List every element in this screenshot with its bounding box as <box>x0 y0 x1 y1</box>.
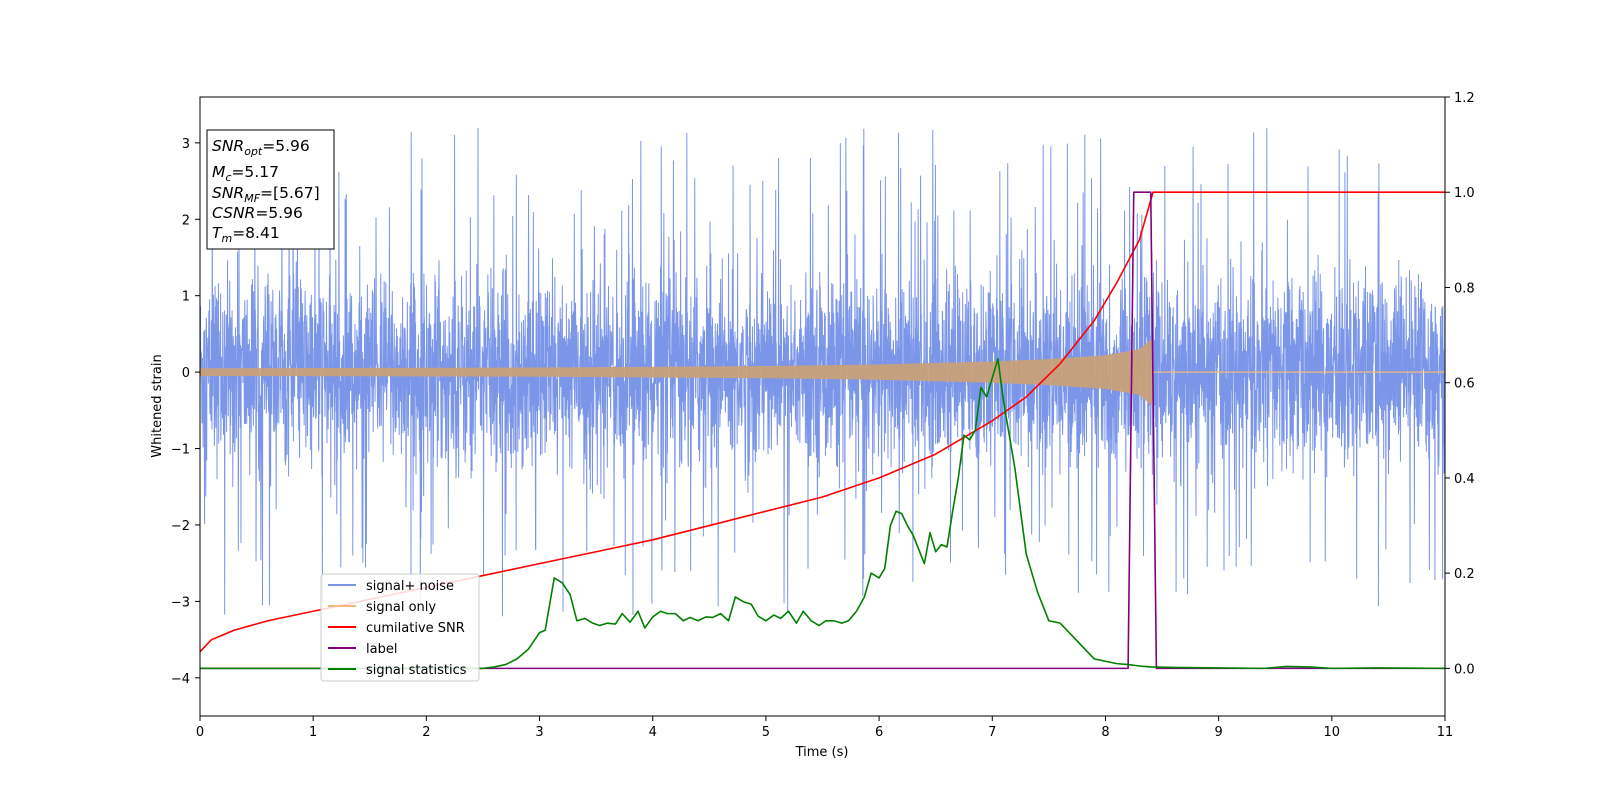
legend-label: label <box>366 642 397 657</box>
info-label-main: SNR <box>212 137 244 155</box>
x-tick-label: 4 <box>649 725 657 740</box>
info-label-sub: opt <box>244 145 263 158</box>
plot-area <box>200 128 1445 670</box>
y-left-tick-label: −2 <box>171 519 190 534</box>
series-signal-statistics-line <box>200 358 1445 670</box>
info-label-sub: m <box>221 232 232 245</box>
legend-frame <box>320 573 480 682</box>
y-left-tick-label: 3 <box>182 137 190 152</box>
x-tick-label: 3 <box>535 725 543 740</box>
series-signal-only-band <box>200 337 1153 407</box>
y-left-tick-label: 1 <box>182 290 190 305</box>
x-axis: 0 1 2 3 4 5 6 7 8 9 10 11 <box>196 716 1453 740</box>
y-left-tick-label: 2 <box>182 213 190 228</box>
info-label-sub: c <box>225 171 231 184</box>
y-right-tick-label: 0.0 <box>1454 662 1475 677</box>
info-value: =5.17 <box>231 163 279 181</box>
info-value: =5.96 <box>255 204 303 222</box>
y-left-tick-label: −1 <box>171 443 190 458</box>
info-label-main: M <box>212 163 225 181</box>
info-box-frame <box>206 129 335 250</box>
legend-label: signal statistics <box>366 663 467 678</box>
x-tick-label: 10 <box>1324 725 1341 740</box>
x-axis-label: Time (s) <box>795 745 849 760</box>
x-tick-label: 5 <box>762 725 770 740</box>
legend-label: signal only <box>366 600 436 615</box>
y-right-tick-label: 1.2 <box>1454 91 1475 106</box>
info-label-sub: MF <box>244 192 260 205</box>
info-value: =8.41 <box>232 224 280 242</box>
x-tick-label: 9 <box>1214 725 1222 740</box>
y-left-tick-label: 0 <box>182 366 190 381</box>
y-right-tick-label: 0.6 <box>1454 377 1475 392</box>
info-label-main: T <box>212 224 223 242</box>
y-right-tick-label: 1.0 <box>1454 186 1475 201</box>
y-axis-right: 0.0 0.2 0.4 0.6 0.8 1.0 1.2 <box>1445 91 1475 677</box>
y-left-tick-label: −3 <box>171 595 190 610</box>
legend-label: cumilative SNR <box>366 621 465 636</box>
series-cumilative-snr-line <box>200 191 1445 653</box>
info-line: Tm=8.41 <box>212 224 280 245</box>
y-right-tick-label: 0.2 <box>1454 567 1475 582</box>
info-label-main: CSNR <box>212 204 255 222</box>
info-line: SNRMF=[5.67] <box>212 184 320 205</box>
y-right-tick-label: 0.8 <box>1454 281 1475 296</box>
legend-label: signal+ noise <box>366 579 454 594</box>
y-left-tick-label: −4 <box>171 672 190 687</box>
x-tick-label: 6 <box>875 725 883 740</box>
y-axis-left: −4 −3 −2 −1 0 1 2 3 <box>171 137 200 687</box>
x-tick-label: 8 <box>1101 725 1109 740</box>
y-right-tick-label: 0.4 <box>1454 472 1475 487</box>
info-line: Mc=5.17 <box>212 163 279 184</box>
x-tick-label: 0 <box>196 725 204 740</box>
x-tick-label: 1 <box>309 725 317 740</box>
info-line: SNRopt=5.96 <box>212 137 310 158</box>
info-value: =5.96 <box>262 137 310 155</box>
x-tick-label: 2 <box>422 725 430 740</box>
info-label-main: SNR <box>212 184 244 202</box>
y-axis-label: Whitened strain <box>150 354 165 457</box>
x-tick-label: 11 <box>1437 725 1454 740</box>
x-tick-label: 7 <box>988 725 996 740</box>
info-value: =[5.67] <box>260 184 320 202</box>
info-box: SNRopt=5.96Mc=5.17SNRMF=[5.67]CSNR=5.96T… <box>206 129 335 250</box>
series-signal-noise-line <box>200 128 1445 617</box>
legend: signal+ noise signal only cumilative SNR la… <box>320 573 480 682</box>
info-line: CSNR=5.96 <box>212 204 303 222</box>
plot-frame <box>199 96 1446 717</box>
